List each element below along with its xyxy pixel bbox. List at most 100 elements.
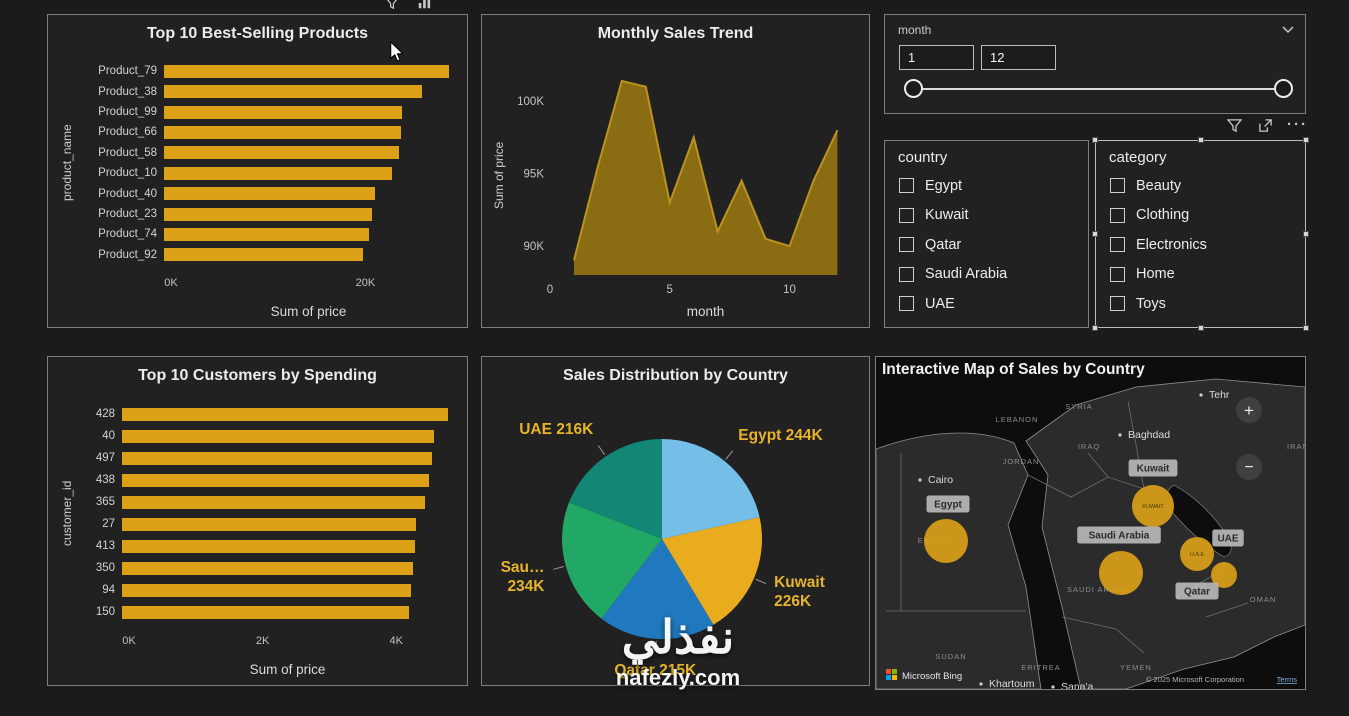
pie-chart[interactable]: Egypt 244K Kuwait 226K Qatar 215K Sau… 234K UA… (482, 393, 869, 685)
month-to-input[interactable] (981, 45, 1056, 70)
bar[interactable] (122, 605, 410, 619)
area-fill[interactable] (573, 80, 838, 275)
bar-row[interactable]: 350 (76, 557, 453, 579)
map[interactable]: SYRIALEBANONIRAQJORDANIRANEGYPTSAUDI ARA… (875, 357, 1308, 693)
bar-row[interactable]: Product_66 (76, 122, 453, 142)
selection-handle[interactable] (1092, 325, 1098, 331)
slicer-item-beauty[interactable]: Beauty (1096, 171, 1305, 201)
checkbox[interactable] (1110, 207, 1125, 223)
bar[interactable] (122, 473, 430, 487)
sales-bubble-kuwait[interactable] (1132, 485, 1174, 527)
visual-category-slicer[interactable]: category Beauty Clothing Electronics Home To… (1092, 137, 1309, 331)
visual-top-customers[interactable]: Top 10 Customers by Spending customer_id… (47, 356, 468, 686)
bar-row[interactable]: Product_58 (76, 143, 453, 163)
slicer-item-saudi-arabia[interactable]: Saudi Arabia (885, 260, 1088, 290)
more-options-icon[interactable]: ··· (447, 0, 468, 12)
slicer-item-clothing[interactable]: Clothing (1096, 201, 1305, 231)
bar[interactable] (164, 227, 370, 241)
bar[interactable] (164, 125, 402, 139)
analytics-icon[interactable] (415, 0, 433, 12)
bar-row[interactable]: Product_79 (76, 61, 453, 81)
bar-row[interactable]: Product_10 (76, 163, 453, 183)
chevron-down-icon[interactable] (1279, 21, 1297, 39)
bar[interactable] (164, 85, 423, 99)
bar[interactable] (122, 517, 417, 531)
selection-handle[interactable] (1197, 325, 1204, 331)
filter-icon[interactable] (1225, 116, 1243, 134)
visual-sales-pie[interactable]: Sales Distribution by Country Egypt 244K… (481, 356, 870, 686)
bar-row[interactable]: Product_99 (76, 102, 453, 122)
bar[interactable] (122, 583, 411, 597)
bar-row[interactable]: 40 (76, 425, 453, 447)
bar-row[interactable]: 497 (76, 447, 453, 469)
selection-handle[interactable] (1092, 137, 1098, 143)
focus-mode-icon[interactable] (1256, 116, 1274, 134)
sales-bubble-saudi-arabia[interactable] (1099, 551, 1143, 595)
bar-row[interactable]: 438 (76, 469, 453, 491)
bar[interactable] (164, 146, 400, 160)
checkbox[interactable] (1110, 296, 1125, 312)
month-from-input[interactable] (899, 45, 974, 70)
bar[interactable] (122, 451, 432, 465)
slicer-item-electronics[interactable]: Electronics (1096, 230, 1305, 260)
area-chart[interactable]: 90K 95K 100K 0 5 10 (508, 57, 863, 301)
checkbox[interactable] (899, 266, 914, 282)
range-slider-handle-max[interactable] (1274, 79, 1293, 98)
bar-row[interactable]: Product_92 (76, 245, 453, 265)
sales-bubble-qatar[interactable] (1211, 562, 1237, 588)
bar-row[interactable]: Product_74 (76, 224, 453, 244)
checkbox[interactable] (1110, 266, 1125, 282)
zoom-out-button[interactable]: − (1236, 454, 1262, 480)
range-slider-handle-min[interactable] (904, 79, 923, 98)
selection-handle[interactable] (1303, 231, 1309, 237)
more-options-icon[interactable]: ··· (1287, 116, 1308, 133)
pie-slice-qatar[interactable] (601, 539, 714, 640)
filter-icon[interactable] (383, 0, 401, 12)
checkbox[interactable] (1110, 237, 1125, 253)
bar[interactable] (122, 407, 448, 421)
pie-slice-egypt[interactable] (662, 439, 760, 539)
visual-top-products[interactable]: Top 10 Best-Selling Products product_nam… (47, 14, 468, 328)
sales-bubble-uae[interactable] (1180, 537, 1214, 571)
bar[interactable] (122, 561, 413, 575)
pie-slice-uae[interactable] (569, 439, 662, 539)
bar[interactable] (122, 539, 415, 553)
bar-row[interactable]: 27 (76, 513, 453, 535)
bar[interactable] (164, 248, 364, 262)
slicer-item-egypt[interactable]: Egypt (885, 171, 1088, 201)
bar[interactable] (164, 105, 403, 119)
range-slider-track[interactable] (914, 88, 1282, 90)
bar-row[interactable]: 94 (76, 579, 453, 601)
visual-sales-map[interactable]: Interactive Map of Sales by Country (875, 356, 1308, 693)
bar[interactable] (122, 495, 426, 509)
slicer-item-home[interactable]: Home (1096, 260, 1305, 290)
selection-handle[interactable] (1303, 325, 1309, 331)
terms-link[interactable]: Terms (1277, 675, 1298, 684)
pie-slice-kuwait[interactable] (662, 517, 763, 625)
pie-slice-saudi-arabia[interactable] (562, 502, 662, 619)
bar[interactable] (164, 187, 376, 201)
slicer-item-qatar[interactable]: Qatar (885, 230, 1088, 260)
bar-row[interactable]: Product_38 (76, 81, 453, 101)
visual-country-slicer[interactable]: country Egypt Kuwait Qatar Saudi Arabia UAE (884, 140, 1089, 328)
bar[interactable] (164, 166, 393, 180)
slicer-item-uae[interactable]: UAE (885, 289, 1088, 319)
slicer-item-kuwait[interactable]: Kuwait (885, 201, 1088, 231)
bar-row[interactable]: 150 (76, 601, 453, 623)
bar-row[interactable]: 413 (76, 535, 453, 557)
checkbox[interactable] (899, 296, 914, 312)
visual-monthly-trend[interactable]: Monthly Sales Trend Sum of price 90K 95K 1… (481, 14, 870, 328)
checkbox[interactable] (899, 237, 914, 253)
checkbox[interactable] (899, 207, 914, 223)
sales-bubble-egypt[interactable] (924, 519, 968, 563)
bar-row[interactable]: 365 (76, 491, 453, 513)
checkbox[interactable] (1110, 178, 1125, 194)
slicer-item-toys[interactable]: Toys (1096, 289, 1305, 319)
bar[interactable] (164, 207, 373, 221)
bar[interactable] (122, 429, 434, 443)
bar[interactable] (164, 64, 449, 78)
visual-month-slicer[interactable]: month (884, 14, 1306, 114)
selection-handle[interactable] (1092, 231, 1098, 237)
zoom-in-button[interactable]: + (1236, 397, 1262, 423)
bar-row[interactable]: 428 (76, 403, 453, 425)
